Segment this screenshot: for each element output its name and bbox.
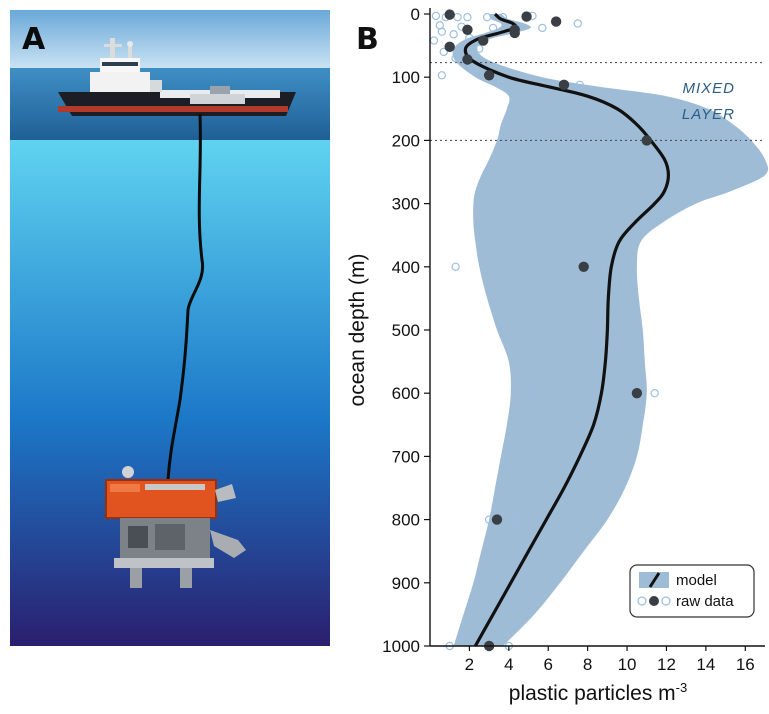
raw-data-point-open (449, 30, 458, 39)
raw-data-point-open (439, 47, 448, 57)
raw-data-point-open (451, 54, 460, 63)
raw-data-point-filled (641, 135, 652, 146)
raw-data-point-open (488, 23, 498, 33)
mixed-layer-annotation-line-2: LAYER (682, 106, 735, 123)
raw-data-point-open (496, 80, 506, 89)
y-tick-label: 400 (392, 258, 420, 277)
x-tick-label: 12 (657, 655, 676, 674)
y-axis-title: ocean depth (m) (346, 254, 369, 407)
y-tick-label: 900 (392, 574, 420, 593)
raw-data-point-filled (478, 35, 489, 46)
raw-data-point-open (510, 515, 519, 524)
raw-data-point-filled (578, 261, 589, 272)
sky (10, 10, 330, 68)
y-tick-label: 500 (392, 321, 420, 340)
x-axis-title: plastic particles m-3 (509, 680, 687, 705)
raw-data-point-open (431, 11, 441, 21)
raw-data-point-open (538, 23, 547, 33)
legend-raw-open-marker-2 (661, 596, 671, 606)
rov-submersible-icon (105, 466, 246, 588)
mixed-layer-annotation-line-1: MIXED (682, 80, 735, 97)
raw-data-point-open (463, 12, 472, 22)
x-tick-label: 14 (696, 655, 715, 674)
legend-raw-open-marker (637, 596, 647, 606)
legend: model raw data (629, 564, 755, 618)
tether-cable (166, 113, 205, 481)
y-tick-label: 600 (392, 384, 420, 403)
legend-model-line (648, 572, 661, 588)
research-vessel-icon (58, 38, 296, 116)
raw-data-point-open (437, 27, 447, 36)
x-tick-label: 16 (736, 655, 755, 674)
y-tick-label: 1000 (382, 637, 420, 656)
raw-data-point-open (575, 80, 584, 89)
raw-data-point-filled (462, 54, 473, 65)
panel-label-a: A (22, 22, 46, 57)
raw-data-point-filled (444, 9, 455, 20)
raw-data-point-filled (483, 70, 495, 81)
x-tick-label: 10 (618, 655, 637, 674)
raw-data-point-open (469, 65, 478, 74)
raw-data-point-filled (550, 16, 562, 27)
raw-data-point-filled (631, 388, 643, 399)
x-tick-label: 4 (504, 655, 513, 674)
x-tick-label: 2 (465, 655, 474, 674)
x-tick-label: 6 (544, 655, 553, 674)
raw-data-point-filled (462, 24, 473, 35)
y-tick-label: 0 (411, 5, 420, 24)
legend-raw-label: raw data (676, 593, 734, 610)
raw-data-point-filled (444, 41, 455, 53)
raw-data-point-open (573, 19, 582, 28)
raw-data-point-open (524, 389, 533, 398)
y-tick-label: 100 (392, 68, 420, 87)
legend-raw-filled-marker (649, 596, 659, 606)
raw-data-point-open (475, 44, 484, 53)
raw-data-point-filled (509, 27, 520, 39)
model-mean-line (463, 12, 670, 647)
y-tick-label: 200 (392, 131, 420, 150)
model-uncertainty-band (452, 14, 769, 646)
x-axis-title-superscript: -3 (676, 680, 688, 695)
raw-data-point-open (650, 389, 659, 398)
y-tick-label: 300 (392, 195, 420, 214)
raw-data-point-open (429, 36, 439, 45)
raw-data-point-open (453, 12, 462, 22)
raw-data-point-open (437, 71, 447, 80)
raw-data-point-filled (491, 514, 503, 525)
raw-data-point-filled (558, 79, 570, 90)
raw-data-point-filled (521, 11, 532, 22)
x-tick-label: 8 (583, 655, 592, 674)
rov-illustration (10, 10, 330, 646)
x-axis-title-main: plastic particles m (509, 682, 676, 705)
raw-data-point-open (741, 136, 750, 145)
raw-data-point-open (482, 12, 492, 22)
y-tick-label: 700 (392, 447, 420, 466)
raw-data-point-open (451, 262, 460, 271)
ocean-scene (10, 10, 330, 646)
panel-label-b: B (356, 22, 379, 57)
legend-model-label: model (676, 572, 717, 589)
y-tick-label: 800 (392, 511, 420, 530)
